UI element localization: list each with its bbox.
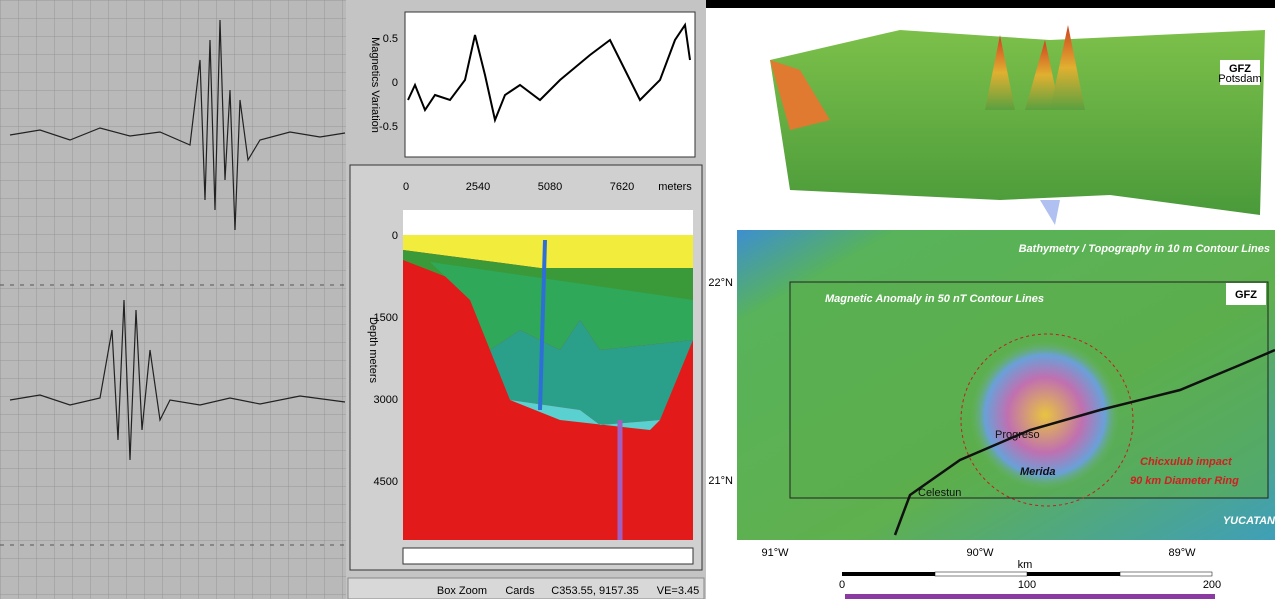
- status-text: C353.55, 9157.35: [551, 585, 638, 597]
- logo-sub: Potsdam: [1218, 73, 1261, 85]
- scale-tick: 100: [1018, 579, 1036, 591]
- y-tick-label: 1500: [374, 312, 398, 324]
- lat-label: 22°N: [708, 277, 733, 289]
- place-label: Celestun: [918, 487, 961, 499]
- map-label: 90 km Diameter Ring: [1130, 475, 1239, 487]
- map-panel: GFZ Potsdam GFZ Bathymetry / Topography …: [706, 0, 1275, 599]
- y-tick-label: 0.5: [383, 33, 398, 45]
- lon-label: 89°W: [1168, 547, 1196, 559]
- lat-label: 21°N: [708, 475, 733, 487]
- y-tick-label: 0: [392, 230, 398, 242]
- x-tick-label: 5080: [538, 181, 562, 193]
- status-text: Box Zoom: [437, 585, 487, 597]
- y-tick-label: 0: [392, 77, 398, 89]
- lon-label: 91°W: [761, 547, 789, 559]
- x-tick-label: 0: [403, 181, 409, 193]
- place-label: Progreso: [995, 429, 1040, 441]
- place-label: Merida: [1020, 466, 1055, 478]
- y-axis-label: Depth meters: [367, 317, 379, 384]
- x-tick-label: 2540: [466, 181, 490, 193]
- y-tick-label: 3000: [374, 394, 398, 406]
- map-label: Bathymetry / Topography in 10 m Contour …: [1019, 243, 1270, 255]
- map-label: Chicxulub impact: [1140, 456, 1233, 468]
- scale-unit: km: [1018, 559, 1033, 571]
- y-tick-label: 4500: [374, 476, 398, 488]
- region-label: YUCATAN: [1223, 515, 1275, 527]
- logo: GFZ: [1235, 289, 1257, 301]
- paper-chart: [0, 0, 346, 599]
- x-tick-label: 7620: [610, 181, 634, 193]
- scale-tick: 200: [1203, 579, 1221, 591]
- x-unit: meters: [658, 181, 692, 193]
- logo: GFZ: [1229, 63, 1251, 75]
- map-label: Magnetic Anomaly in 50 nT Contour Lines: [825, 293, 1044, 305]
- status-text: Cards: [505, 585, 535, 597]
- lon-label: 90°W: [966, 547, 994, 559]
- y-tick-label: -0.5: [379, 121, 398, 133]
- status-text: VE=3.45: [657, 585, 700, 597]
- software-window: Magnetics Variation 0.5 0 -0.5 0 2540 50…: [346, 0, 706, 599]
- scale-tick: 0: [839, 579, 845, 591]
- y-axis-label: Magnetics Variation: [369, 37, 381, 133]
